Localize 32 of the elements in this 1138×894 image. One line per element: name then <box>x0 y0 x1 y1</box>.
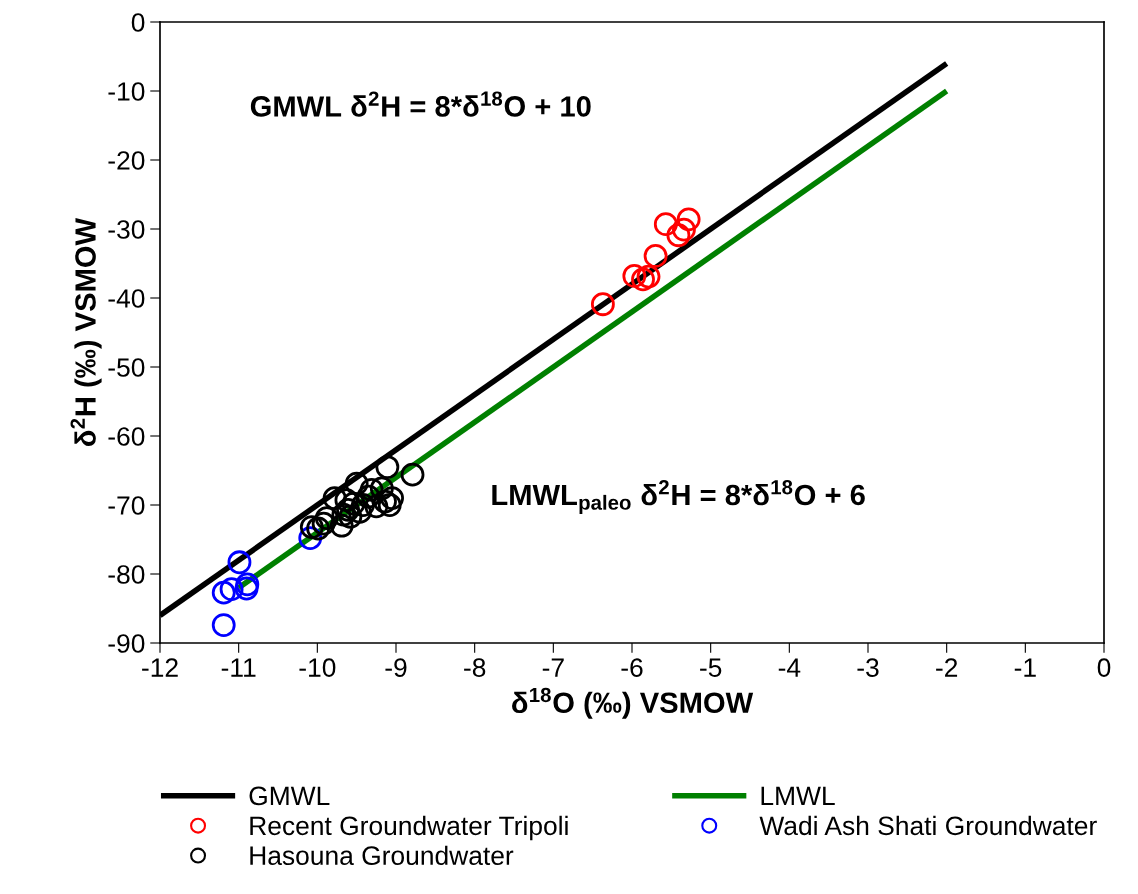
x-tick-label: -5 <box>700 658 722 677</box>
x-tick-label: -7 <box>542 658 564 677</box>
x-tick-label: -3 <box>857 658 879 677</box>
y-tick-label: -10 <box>108 82 145 101</box>
y-tick-label: -60 <box>108 427 145 446</box>
y-tick-label: -80 <box>108 565 145 584</box>
x-tick-label: -1 <box>1014 658 1036 677</box>
annotation: GMWL δ$^{2}$H = 8*δ$^{18}$O + 10 <box>250 91 591 117</box>
y-tick-label: -70 <box>108 496 145 515</box>
legend-label: Recent Groundwater Tripoli <box>250 815 568 841</box>
x-tick-label: -12 <box>142 658 178 677</box>
y-axis-title: δ$^{2}$H (‰) VSMOW <box>70 217 102 447</box>
y-tick-label: -90 <box>108 634 145 653</box>
y-tick-label: -50 <box>108 358 145 377</box>
y-tick-label: 0 <box>131 13 145 32</box>
annotation: LMWL$_{paleo}$ δ$^{2}$H = 8*δ$^{18}$O + 6 <box>492 480 865 514</box>
x-axis-title: δ$^{18}$O (‰) VSMOW <box>512 687 754 719</box>
x-tick-label: 0 <box>1097 658 1111 677</box>
x-tick-label: -4 <box>778 658 801 677</box>
legend-label: Hasouna Groundwater <box>250 845 514 866</box>
y-tick-label: -30 <box>108 220 145 239</box>
x-tick-label: -2 <box>936 658 958 677</box>
x-tick-label: -9 <box>385 658 407 677</box>
x-tick-label: -11 <box>221 658 256 677</box>
x-tick-label: -10 <box>299 658 336 677</box>
y-tick-label: -20 <box>108 151 145 170</box>
legend-label: Wadi Ash Shati Groundwater <box>759 815 1097 836</box>
legend-label: LMWL <box>761 786 835 806</box>
y-tick-label: -40 <box>108 289 145 308</box>
x-tick-label: -8 <box>464 658 486 677</box>
x-tick-label: -6 <box>621 658 643 677</box>
legend-label: GMWL <box>249 786 330 806</box>
